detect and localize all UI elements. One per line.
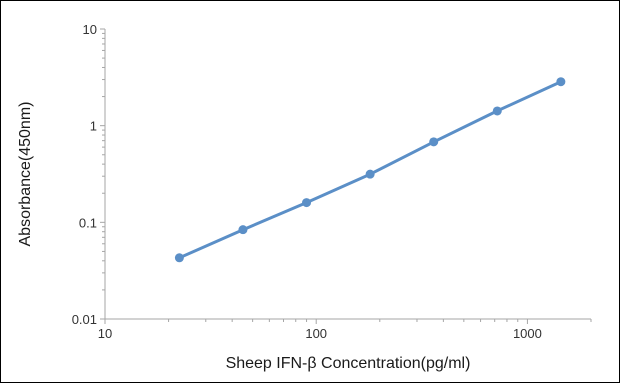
data-point: [556, 77, 566, 87]
x-axis-title: Sheep IFN-β Concentration(pg/ml): [226, 355, 471, 372]
data-point: [365, 169, 375, 179]
y-tick-label: 0.01: [72, 312, 97, 327]
tick-labels: 0.01 0.1 1 10 10 100 1000: [72, 22, 542, 341]
y-axis-title: Absorbance(450nm): [17, 102, 34, 247]
x-tick-label: 100: [305, 326, 327, 341]
y-tick-label: 1: [90, 119, 97, 134]
data-point: [429, 137, 439, 147]
data-point: [238, 225, 248, 235]
y-tick-label: 10: [83, 22, 97, 37]
x-tick-label: 1000: [513, 326, 542, 341]
x-tick-label: 10: [98, 326, 112, 341]
y-tick-label: 0.1: [79, 215, 97, 230]
data-point: [492, 106, 502, 116]
data-point: [302, 198, 312, 208]
series-layer: [174, 77, 566, 263]
data-point: [174, 253, 184, 263]
axes: [100, 28, 592, 324]
